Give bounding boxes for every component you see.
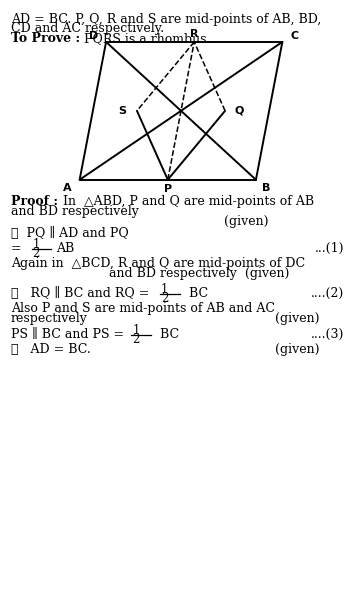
Text: S: S <box>119 106 127 116</box>
Text: ....(2): ....(2) <box>311 287 345 300</box>
Text: 2: 2 <box>33 247 40 260</box>
Text: BC: BC <box>156 328 179 341</box>
Text: BC: BC <box>185 287 208 300</box>
Text: Proof :: Proof : <box>11 195 58 208</box>
Text: Also P and S are mid-points of AB and AC: Also P and S are mid-points of AB and AC <box>11 302 275 315</box>
Text: ....(3): ....(3) <box>311 328 345 341</box>
Text: Again in  △BCD, R and Q are mid-points of DC: Again in △BCD, R and Q are mid-points of… <box>11 257 305 270</box>
Text: =: = <box>11 242 21 255</box>
Text: 1: 1 <box>132 324 139 337</box>
Text: R: R <box>190 29 198 39</box>
Text: D: D <box>89 31 98 41</box>
Text: A: A <box>63 183 72 193</box>
Text: and BD respectively: and BD respectively <box>11 205 139 218</box>
Text: (given): (given) <box>224 215 269 228</box>
Text: To Prove :: To Prove : <box>11 32 80 46</box>
Text: and BD respectively  (given): and BD respectively (given) <box>109 267 289 280</box>
Text: PS ∥ BC and PS =: PS ∥ BC and PS = <box>11 328 124 341</box>
Text: AB: AB <box>56 242 74 255</box>
Text: P: P <box>164 184 172 194</box>
Text: CD and AC respectively.: CD and AC respectively. <box>11 22 164 35</box>
Text: Q: Q <box>235 106 244 116</box>
Text: C: C <box>290 31 299 41</box>
Text: AD = BC. P, Q, R and S are mid-points of AB, BD,: AD = BC. P, Q, R and S are mid-points of… <box>11 13 321 26</box>
Text: 1: 1 <box>161 283 168 297</box>
Text: (given): (given) <box>275 343 320 356</box>
Text: ∴  PQ ∥ AD and PQ: ∴ PQ ∥ AD and PQ <box>11 227 129 240</box>
Text: ...(1): ...(1) <box>315 242 344 255</box>
Text: 1: 1 <box>33 238 40 252</box>
Text: B: B <box>262 183 270 193</box>
Text: respectively: respectively <box>11 312 88 325</box>
Text: (given): (given) <box>275 312 320 325</box>
Text: In  △ABD, P and Q are mid-points of AB: In △ABD, P and Q are mid-points of AB <box>59 195 314 208</box>
Text: 2: 2 <box>161 292 168 305</box>
Text: 2: 2 <box>132 332 139 346</box>
Text: PQRS is a rhombus.: PQRS is a rhombus. <box>80 32 211 46</box>
Text: ∴   AD = BC.: ∴ AD = BC. <box>11 343 90 356</box>
Text: ∴   RQ ∥ BC and RQ =: ∴ RQ ∥ BC and RQ = <box>11 287 149 300</box>
